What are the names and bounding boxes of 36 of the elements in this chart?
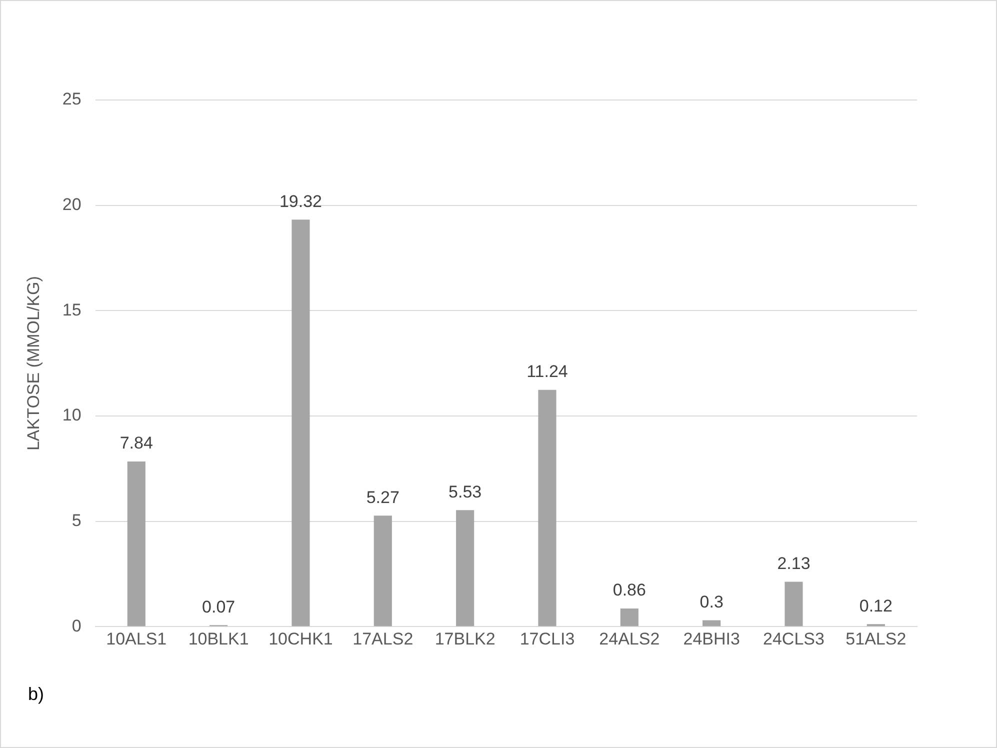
data-label: 7.84 <box>120 434 153 453</box>
data-label: 2.13 <box>777 554 810 573</box>
x-tick-label: 24BHI3 <box>683 629 740 648</box>
y-tick-label: 20 <box>62 195 82 214</box>
y-tick-label: 15 <box>62 300 82 320</box>
data-label: 19.32 <box>279 192 322 211</box>
bar <box>374 516 392 626</box>
x-tick-label: 51ALS2 <box>846 629 906 648</box>
x-tick-label: 24ALS2 <box>599 629 660 648</box>
x-tick-label: 10CHK1 <box>268 629 333 648</box>
bar <box>127 461 146 626</box>
bar <box>292 220 310 626</box>
data-label: 0.12 <box>859 596 892 616</box>
y-axis-title: LAKTOSE (MMOL/KG) <box>24 276 43 451</box>
data-label: 11.24 <box>526 362 568 382</box>
bar <box>702 620 721 626</box>
x-tick-label: 10BLK1 <box>188 629 249 648</box>
x-tick-label: 17BLK2 <box>434 629 496 648</box>
y-tick-label: 10 <box>62 406 82 425</box>
text: b) <box>28 684 44 704</box>
y-tick-label: 25 <box>62 90 82 109</box>
x-tick-label: 17CLI3 <box>520 629 575 648</box>
bar <box>538 390 556 626</box>
bar <box>456 510 474 626</box>
data-label: 0.07 <box>202 597 236 616</box>
data-label: 0.86 <box>612 580 646 600</box>
x-tick-label: 17ALS2 <box>352 629 414 648</box>
data-label: 5.27 <box>366 488 400 507</box>
data-label: 5.53 <box>448 482 482 502</box>
x-tick-label: 24CLS3 <box>763 629 824 648</box>
y-tick-label: 5 <box>72 510 82 530</box>
x-tick-label: 10ALS1 <box>106 629 167 648</box>
data-label: 0.3 <box>700 592 724 612</box>
y-tick-label: 0 <box>72 616 82 636</box>
bar <box>620 608 638 626</box>
bar <box>784 582 803 626</box>
